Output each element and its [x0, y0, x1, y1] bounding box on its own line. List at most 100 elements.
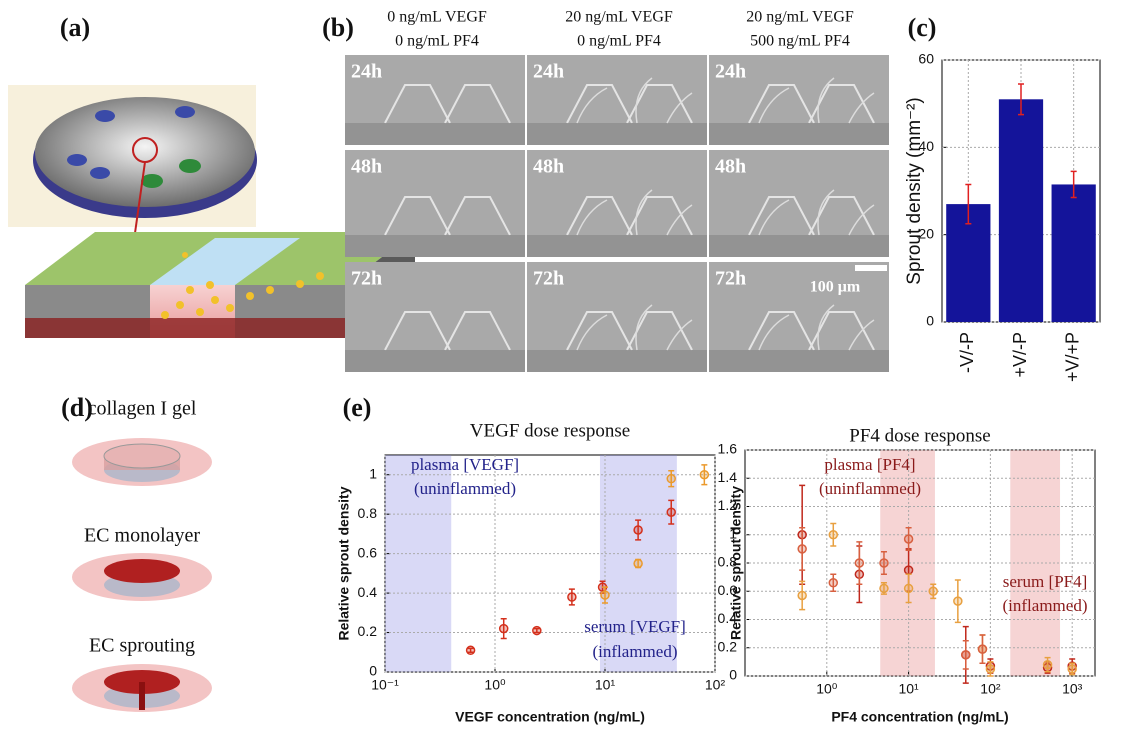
panel-label: (a)	[60, 13, 90, 42]
column-header: 20 ng/mL VEGF	[565, 9, 673, 26]
step-label: EC monolayer	[84, 525, 200, 547]
column-header: 0 ng/mL PF4	[395, 33, 479, 50]
panel-label: (c)	[908, 13, 937, 42]
data-point	[855, 559, 863, 567]
y-tick-label: 1.6	[718, 441, 738, 457]
y-tick-label: 1.4	[718, 469, 738, 485]
chart-title: PF4 dose response	[849, 425, 990, 446]
x-tick-label: 10¹	[595, 677, 616, 693]
data-point	[568, 593, 576, 601]
bar	[999, 99, 1043, 322]
data-point	[880, 584, 888, 592]
data-point	[978, 645, 986, 653]
x-tick-label: 10⁻¹	[371, 677, 399, 693]
data-point	[1044, 661, 1052, 669]
time-label: 48h	[715, 156, 746, 178]
data-point	[634, 526, 642, 534]
time-label: 24h	[715, 61, 746, 83]
figure: (a) (b) (c) (d) (e) 24h48h72h24h48h72h24…	[0, 0, 1126, 730]
y-tick-label: 0.8	[358, 505, 378, 521]
x-tick-label: +V/+P	[1062, 332, 1082, 382]
data-point	[905, 566, 913, 574]
x-tick-label: 10⁰	[484, 677, 506, 693]
step-label: collagen I gel	[88, 398, 197, 420]
cell-layer	[345, 235, 525, 257]
x-tick-label: 10¹	[898, 681, 919, 697]
time-label: 48h	[351, 156, 382, 178]
data-point	[634, 560, 642, 568]
data-point	[500, 625, 508, 633]
annotation: (uninflammed)	[819, 479, 921, 498]
y-tick-label: 0.2	[358, 623, 378, 639]
column-header: 500 ng/mL PF4	[750, 33, 850, 50]
time-label: 48h	[533, 156, 564, 178]
data-point	[880, 559, 888, 567]
data-point	[667, 508, 675, 516]
time-label: 72h	[351, 268, 382, 290]
column-header: 20 ng/mL VEGF	[746, 9, 854, 26]
y-tick-label: 60	[918, 51, 934, 67]
data-point	[601, 591, 609, 599]
data-point	[1068, 665, 1076, 673]
data-point	[798, 591, 806, 599]
x-tick-label: +V/-P	[1010, 332, 1030, 378]
data-point	[986, 665, 994, 673]
step-label: EC sprouting	[89, 635, 195, 657]
cell-layer	[709, 123, 889, 145]
x-axis-label: VEGF concentration (ng/mL)	[455, 709, 645, 725]
data-point	[929, 587, 937, 595]
scale-bar	[855, 265, 887, 271]
column-header: 0 ng/mL VEGF	[387, 9, 487, 26]
x-tick-label: 10²	[705, 677, 726, 693]
y-axis-label: Relative sprout density	[336, 486, 352, 640]
column-header: 0 ng/mL PF4	[577, 33, 661, 50]
data-point	[954, 597, 962, 605]
panel-label: (b)	[322, 13, 354, 42]
gel-schematic	[72, 438, 212, 712]
time-label: 24h	[351, 61, 382, 83]
time-label: 72h	[533, 268, 564, 290]
y-tick-label: 0.4	[358, 584, 378, 600]
cell-layer	[709, 350, 889, 372]
annotation: serum [VEGF]	[584, 617, 686, 636]
y-tick-label: 0.6	[358, 544, 378, 560]
data-point	[905, 584, 913, 592]
cell-layer	[527, 350, 707, 372]
y-tick-label: 1	[369, 465, 377, 481]
data-point	[700, 471, 708, 479]
x-tick-label: 10⁰	[816, 681, 838, 697]
data-point	[667, 475, 675, 483]
annotation: serum [PF4]	[1003, 572, 1088, 591]
x-tick-label: 10²	[980, 681, 1001, 697]
x-tick-label: 10³	[1062, 681, 1083, 697]
data-point	[962, 651, 970, 659]
y-tick-label: 0	[926, 313, 934, 329]
cell-layer	[345, 123, 525, 145]
data-point	[467, 646, 475, 654]
annotation: plasma [VEGF]	[411, 455, 519, 474]
data-point	[905, 535, 913, 543]
x-tick-label: -V/-P	[957, 332, 977, 373]
panel-label: (e)	[343, 393, 372, 422]
y-axis-label: Relative sprout density	[728, 486, 744, 640]
data-point	[798, 545, 806, 553]
time-label: 72h	[715, 268, 746, 290]
annotation: (inflammed)	[593, 642, 678, 661]
x-axis-label: PF4 concentration (ng/mL)	[831, 709, 1008, 725]
cell-layer	[527, 235, 707, 257]
scale-bar-label: 100 μm	[810, 279, 861, 296]
data-point	[829, 531, 837, 539]
annotation: (inflammed)	[1003, 596, 1088, 615]
cell-layer	[345, 350, 525, 372]
data-point	[829, 579, 837, 587]
micrograph-grid: 24h 48h 72h 24h 48h 72h 24h 48h 72h	[345, 55, 889, 372]
y-axis-label: Sprout density (mm⁻²)	[904, 97, 925, 284]
bar	[1052, 184, 1096, 322]
cell-layer	[527, 123, 707, 145]
annotation: plasma [PF4]	[824, 455, 915, 474]
cell-layer	[709, 235, 889, 257]
annotation: (uninflammed)	[414, 479, 516, 498]
data-point	[533, 627, 541, 635]
time-label: 24h	[533, 61, 564, 83]
y-tick-label: 0	[729, 667, 737, 683]
